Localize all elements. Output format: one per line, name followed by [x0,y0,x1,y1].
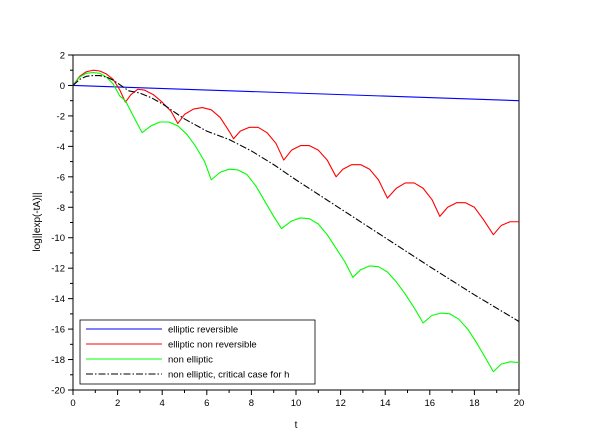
legend-label-3: non elliptic, critical case for h [168,370,289,381]
y-axis-ticks: -20-18-16-14-12-10-8-6-4-202 [51,51,73,397]
series-line-3 [72,75,520,322]
series-layer [72,69,520,373]
series-line-1 [72,69,519,236]
x-tick-label: 12 [335,398,346,409]
x-tick-label: 14 [380,398,391,409]
x-tick-label: 16 [425,398,436,409]
y-tick-label: -18 [51,355,65,366]
y-tick-label: -2 [57,111,65,122]
x-tick-label: 2 [115,398,120,409]
y-tick-label: -20 [51,386,65,397]
x-tick-label: 8 [249,398,254,409]
legend-label-1: elliptic non reversible [168,340,257,351]
x-tick-label: 10 [291,398,302,409]
y-tick-label: -12 [51,264,65,275]
y-tick-label: 0 [60,81,65,92]
series-line-0 [72,84,520,102]
x-axis-ticks: 0 2 4 6 8 10 12 14 16 18 20 [70,390,524,409]
x-tick-label: 4 [160,398,165,409]
legend-label-0: elliptic reversible [168,325,238,336]
y-tick-label: -14 [51,294,65,305]
y-tick-label: -8 [57,203,65,214]
x-axis-label: t [295,420,298,431]
x-tick-label: 6 [204,398,209,409]
x-tick-label: 18 [469,398,480,409]
y-tick-label: -6 [57,172,65,183]
legend-label-2: non elliptic [168,355,213,366]
y-tick-label: -4 [57,142,65,153]
y-tick-label: 2 [60,51,65,62]
y-tick-label: -16 [51,325,65,336]
y-tick-label: -10 [51,233,65,244]
x-tick-label: 0 [70,398,75,409]
x-tick-label: 20 [514,398,525,409]
legend-box [79,319,316,385]
series-line-2 [72,71,520,373]
legend: elliptic reversible elliptic non reversib… [79,319,316,385]
y-axis-label: log||exp(-tA)|| [32,192,43,251]
